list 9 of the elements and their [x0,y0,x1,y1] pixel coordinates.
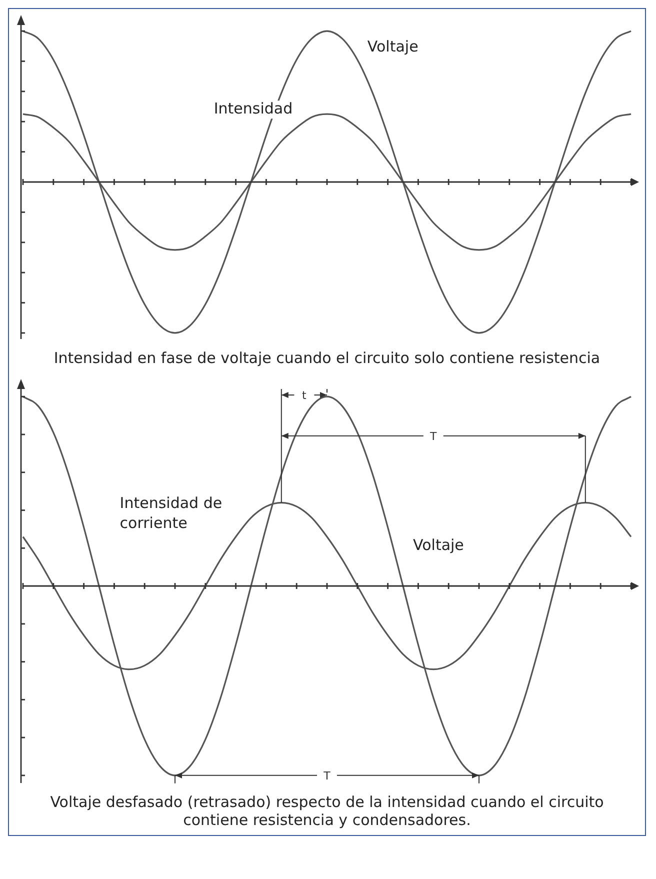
series-label: Intensidad de corriente [120,494,222,532]
series-label: Intensidad [214,100,293,118]
series-label: Voltaje [367,38,418,56]
annotation: t [302,389,308,402]
text: Voltaje desfasado (retrasado) respecto de la intensidad cuando el circuito contiene resistencia y condensadores. [49,793,605,831]
annotation: T [322,769,331,782]
text: Intensidad en fase de voltaje cuando el circuito solo contiene resistencia [52,349,602,369]
annotation: T [429,430,438,443]
series-label: Voltaje [413,536,464,554]
